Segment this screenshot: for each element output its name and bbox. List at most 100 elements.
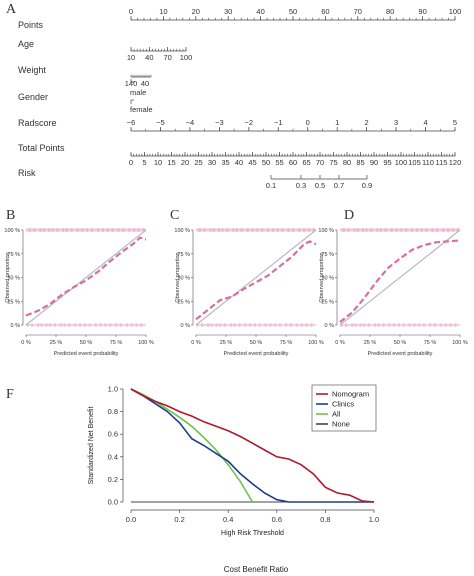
nomogram-tick-label: 15 <box>167 158 175 167</box>
dca-y-tick-label: 0.6 <box>108 430 118 439</box>
nomogram-tick-label: 70 <box>354 7 362 16</box>
nomogram-tick-label: 10 <box>154 158 162 167</box>
nomogram-tick-label: 40 <box>145 53 153 62</box>
nomogram-tick-label: 0 <box>129 158 133 167</box>
dca-legend-label: Clinics <box>332 400 354 409</box>
nomogram-tick-label: 40 <box>235 158 243 167</box>
dca-y-tick-label: 0.4 <box>108 452 118 461</box>
nomogram-row-label: Risk <box>18 168 36 178</box>
dca-legend-label: Nomogram <box>332 390 369 399</box>
calibration-y-axis-title: Observed proportion <box>5 252 11 302</box>
nomogram-tick-label: 75 <box>329 158 337 167</box>
dca-legend-label: All <box>332 410 341 419</box>
calibration-y-tick-label: 75 % <box>7 252 20 258</box>
calibration-y-tick-label: 25 % <box>7 299 20 305</box>
calibration-y-tick-label: 100 % <box>174 228 190 234</box>
calibration-y-tick-label: 50 % <box>7 276 20 282</box>
nomogram-tick-label: 65 <box>302 158 310 167</box>
panel-letter-a: A <box>6 2 17 17</box>
nomogram-tick-label: 100 <box>449 7 462 16</box>
calibration-y-tick-label: 0 % <box>181 323 191 329</box>
nomogram-tick-label: 0.9 <box>362 181 372 190</box>
dca-series-line-nomogram <box>130 388 375 503</box>
nomogram-tick-label: 55 <box>275 158 283 167</box>
nomogram-tick-label: 110 <box>422 158 434 167</box>
nomogram-tick-label: 30 <box>208 158 216 167</box>
calibration-panel-d: 0 % 25 % 50 % 75 % 100 % 0 % 25 % 50 % 75 % 100 %… <box>318 228 468 357</box>
calibration-y-axis-title: Observed proportion <box>175 252 181 302</box>
calibration-y-tick-label: 50 % <box>321 276 334 282</box>
dca-x-tick-label: 0.6 <box>272 515 282 524</box>
calibration-ideal-line <box>25 229 147 326</box>
calibration-x-tick-label: 100 % <box>138 340 154 346</box>
panel-letter-f: F <box>6 387 14 402</box>
calibration-x-tick-label: 50 % <box>80 340 93 346</box>
calibration-x-tick-label: 25 % <box>364 340 377 346</box>
panel-letter-c: C <box>170 208 179 223</box>
calibration-panel-b: 0 % 25 % 50 % 75 % 100 % 0 % 25 % 50 % 75 % 100 %… <box>4 228 154 357</box>
dca-x-axis-title: High Risk Threshold <box>221 530 284 537</box>
nomogram-tick-label: 30 <box>224 7 232 16</box>
calibration-y-tick-label: 100 % <box>4 228 20 234</box>
nomogram-tick-label: 0 <box>306 118 310 127</box>
calibration-x-axis-title: Predicted event probability <box>368 351 433 357</box>
dca-y-tick-label: 0.0 <box>108 498 118 507</box>
dca-x-tick-label: 0.2 <box>174 515 184 524</box>
nomogram-tick-label: 1 <box>335 118 339 127</box>
nomogram-tick-label: −3 <box>215 118 224 127</box>
nomogram-tick-label: 0.1 <box>266 181 276 190</box>
calibration-x-tick-label: 25 % <box>50 340 63 346</box>
calibration-y-tick-label: 0 % <box>11 323 21 329</box>
footer-caption: Cost Benefit Ratio <box>224 565 289 574</box>
nomogram-tick-label: 100 <box>395 158 408 167</box>
calibration-y-tick-label: 50 % <box>177 276 190 282</box>
dca-series-line-all <box>130 388 254 503</box>
nomogram-row-label: Points <box>18 20 44 30</box>
dca-series-line-clinics <box>130 388 374 503</box>
nomogram-tick-label: 100 <box>180 53 193 62</box>
nomogram-tick-label: 0.7 <box>334 181 344 190</box>
nomogram-tick-label: 105 <box>408 158 421 167</box>
calibration-panel-c: 0 % 25 % 50 % 75 % 100 % 0 % 25 % 50 % 75 % 100 %… <box>174 228 324 357</box>
calibration-curve <box>195 240 317 321</box>
calibration-y-tick-label: 100 % <box>318 228 334 234</box>
dca-x-tick-label: 1.0 <box>369 515 379 524</box>
nomogram-tick-label: 85 <box>356 158 364 167</box>
dca-x-tick-label: 0.0 <box>126 515 136 524</box>
nomogram-tick-label: −5 <box>156 118 165 127</box>
nomogram-row-label: Weight <box>18 65 46 75</box>
dca-x-tick-label: 0.4 <box>223 515 233 524</box>
dca-legend-label: None <box>332 420 350 429</box>
calibration-x-tick-label: 75 % <box>280 340 293 346</box>
nomogram-tick-label: 70 <box>163 53 171 62</box>
calibration-x-tick-label: 100 % <box>452 340 468 346</box>
nomogram-tick-label: 0.3 <box>296 181 306 190</box>
calibration-x-tick-label: 100 % <box>308 340 324 346</box>
nomogram-tick-label: 60 <box>321 7 329 16</box>
nomogram-tick-label: 40 <box>141 79 149 88</box>
nomogram-tick-label: 35 <box>221 158 229 167</box>
calibration-y-tick-label: 25 % <box>321 299 334 305</box>
nomogram-tick-label: 0.5 <box>315 181 325 190</box>
nomogram-tick-label: 45 <box>248 158 256 167</box>
nomogram-tick-label: 60 <box>289 158 297 167</box>
dca-y-tick-label: 0.8 <box>108 407 118 416</box>
dca-y-tick-label: 1.0 <box>108 385 118 394</box>
nomogram-tick-label: 0 <box>129 7 133 16</box>
calibration-x-axis-title: Predicted event probability <box>224 351 289 357</box>
calibration-y-axis-title: Observed proportion <box>319 252 325 302</box>
nomogram-tick-label: 3 <box>394 118 398 127</box>
calibration-x-tick-label: 0 % <box>191 340 201 346</box>
calibration-x-tick-label: 50 % <box>250 340 263 346</box>
nomogram-row-label: Radscore <box>18 118 57 128</box>
nomogram-tick-label: 50 <box>289 7 297 16</box>
nomogram-row-label: Total Points <box>18 143 65 153</box>
calibration-x-tick-label: 75 % <box>110 340 123 346</box>
calibration-y-tick-label: 25 % <box>177 299 190 305</box>
nomogram-panel: Points Age Weight Gender Radscore Total Point… <box>18 7 461 190</box>
nomogram-tick-label: 120 <box>449 158 462 167</box>
nomogram-tick-label: −1 <box>274 118 283 127</box>
calibration-x-tick-label: 50 % <box>394 340 407 346</box>
decision-curve-panel: 0.0 0.2 0.4 0.6 0.8 1.0 0.0 0.2 0.4 0.6 0.8 1.0 High… <box>88 385 379 538</box>
